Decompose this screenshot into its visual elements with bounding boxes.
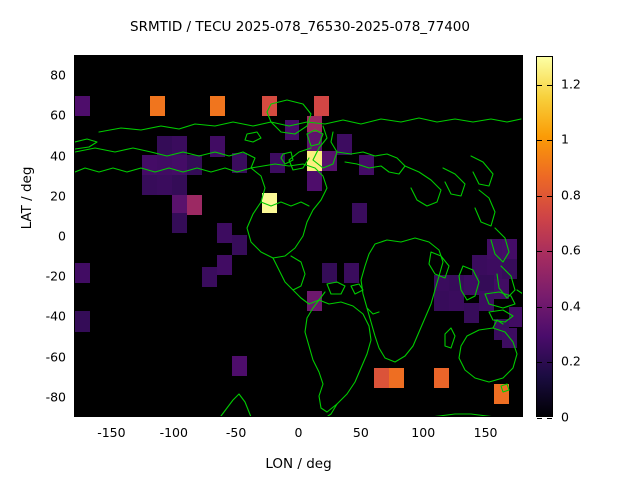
y-tick-label: 20 <box>50 188 66 204</box>
x-tick-label: -150 <box>97 425 126 440</box>
y-tick-label: 60 <box>50 107 66 123</box>
heatmap-cell <box>157 174 173 195</box>
heatmap-cell <box>232 234 248 256</box>
heatmap-cell <box>262 192 278 213</box>
x-tick-label: 50 <box>352 425 369 440</box>
heatmap-cell <box>306 170 322 191</box>
colorbar-tick-mark <box>537 251 542 253</box>
heatmap-cell <box>486 259 502 280</box>
heatmap-cell <box>449 291 465 312</box>
heatmap-cell <box>479 291 495 312</box>
heatmap-cell <box>321 263 337 284</box>
x-tick-label: 100 <box>411 425 436 440</box>
coastline-layer <box>75 99 522 416</box>
heatmap-cell <box>359 154 375 175</box>
colorbar-tick-label: 0.8 <box>561 187 581 203</box>
heatmap-cell <box>314 96 330 117</box>
colorbar-tick-label: 1 <box>561 131 569 147</box>
heatmap-cell <box>434 291 450 312</box>
colorbar-tick-mark <box>547 362 552 364</box>
heatmap-cell <box>172 212 188 233</box>
colorbar-tick-mark <box>547 418 552 419</box>
heatmap-cell <box>336 134 352 155</box>
x-axis-label: LON / deg <box>265 456 332 472</box>
colorbar-tick-mark <box>547 195 552 197</box>
colorbar-tick-label: 0.4 <box>561 298 581 314</box>
colorbar-tick-mark <box>537 306 542 308</box>
heatmap-cell <box>232 355 248 376</box>
heatmap-cell <box>75 311 90 332</box>
heatmap-cell <box>172 136 188 157</box>
colorbar-tick-mark <box>547 251 552 253</box>
heatmap-cell <box>75 263 90 284</box>
colorbar-tick-label: 1.2 <box>561 76 581 92</box>
map-plot-area[interactable] <box>74 55 523 417</box>
heatmap-cell <box>142 174 158 195</box>
heatmap-cell <box>389 367 405 388</box>
heatmap-cell <box>217 255 233 276</box>
figure-title: SRMTID / TECU 2025-078_76530-2025-078_77… <box>130 19 470 35</box>
heatmap-cell <box>157 154 173 175</box>
y-tick-label: 80 <box>50 67 66 83</box>
heatmap-cell <box>464 275 480 296</box>
colorbar-tick-mark <box>537 418 542 419</box>
x-tick-label: -100 <box>159 425 188 440</box>
y-axis-label: LAT / deg <box>19 166 35 230</box>
heatmap-cell <box>509 307 522 328</box>
heatmap-cell <box>232 152 248 173</box>
y-tick-label: -80 <box>45 389 66 405</box>
colorbar-tick-mark <box>547 306 552 308</box>
heatmap-cell <box>75 96 90 117</box>
heatmap-cell <box>321 150 337 171</box>
heatmap-cell <box>374 367 390 388</box>
y-tick-label: -60 <box>45 349 66 365</box>
heatmap-cell <box>464 303 480 324</box>
colorbar-tick-mark <box>537 362 542 364</box>
x-tick-label: -50 <box>225 425 247 440</box>
x-tick-label: 0 <box>294 425 303 440</box>
heatmap-cell <box>187 194 203 215</box>
heatmap-cell <box>434 367 450 388</box>
heatmap-cell <box>209 136 225 157</box>
x-tick-label: 150 <box>473 425 498 440</box>
heatmap-cell <box>501 239 517 260</box>
heatmap-cell <box>209 96 225 117</box>
heatmap-cell <box>172 194 188 215</box>
y-tick-label: 40 <box>50 148 66 164</box>
heatmap-cell <box>494 383 510 404</box>
colorbar-tick-mark <box>547 140 552 142</box>
colorbar-tick-label: 0 <box>561 409 569 425</box>
heatmap-cell <box>449 275 465 296</box>
heatmap-cell <box>306 132 322 153</box>
colorbar-tick-mark <box>547 84 552 86</box>
colorbar-tick-label: 0.6 <box>561 242 581 258</box>
heatmap-cell <box>149 96 165 117</box>
colorbar-tick-mark <box>537 140 542 142</box>
colorbar-gradient <box>537 57 552 416</box>
y-tick-label: -40 <box>45 308 66 324</box>
colorbar-tick-label: 0.2 <box>561 353 581 369</box>
heatmap-cell <box>172 174 188 195</box>
heatmap-cell <box>501 259 517 280</box>
heatmap-cell <box>202 267 218 288</box>
heatmap-cell <box>351 202 367 223</box>
heatmap-cell <box>479 275 495 296</box>
colorbar[interactable] <box>536 56 553 419</box>
y-tick-label: -20 <box>45 268 66 284</box>
heatmap-cell <box>157 136 173 157</box>
heatmap-cell <box>217 222 233 244</box>
y-tick-label: 0 <box>58 228 66 244</box>
heatmap-cell <box>471 255 487 276</box>
colorbar-tick-mark <box>537 195 542 197</box>
heatmap-cell <box>344 263 360 284</box>
colorbar-tick-mark <box>537 84 542 86</box>
